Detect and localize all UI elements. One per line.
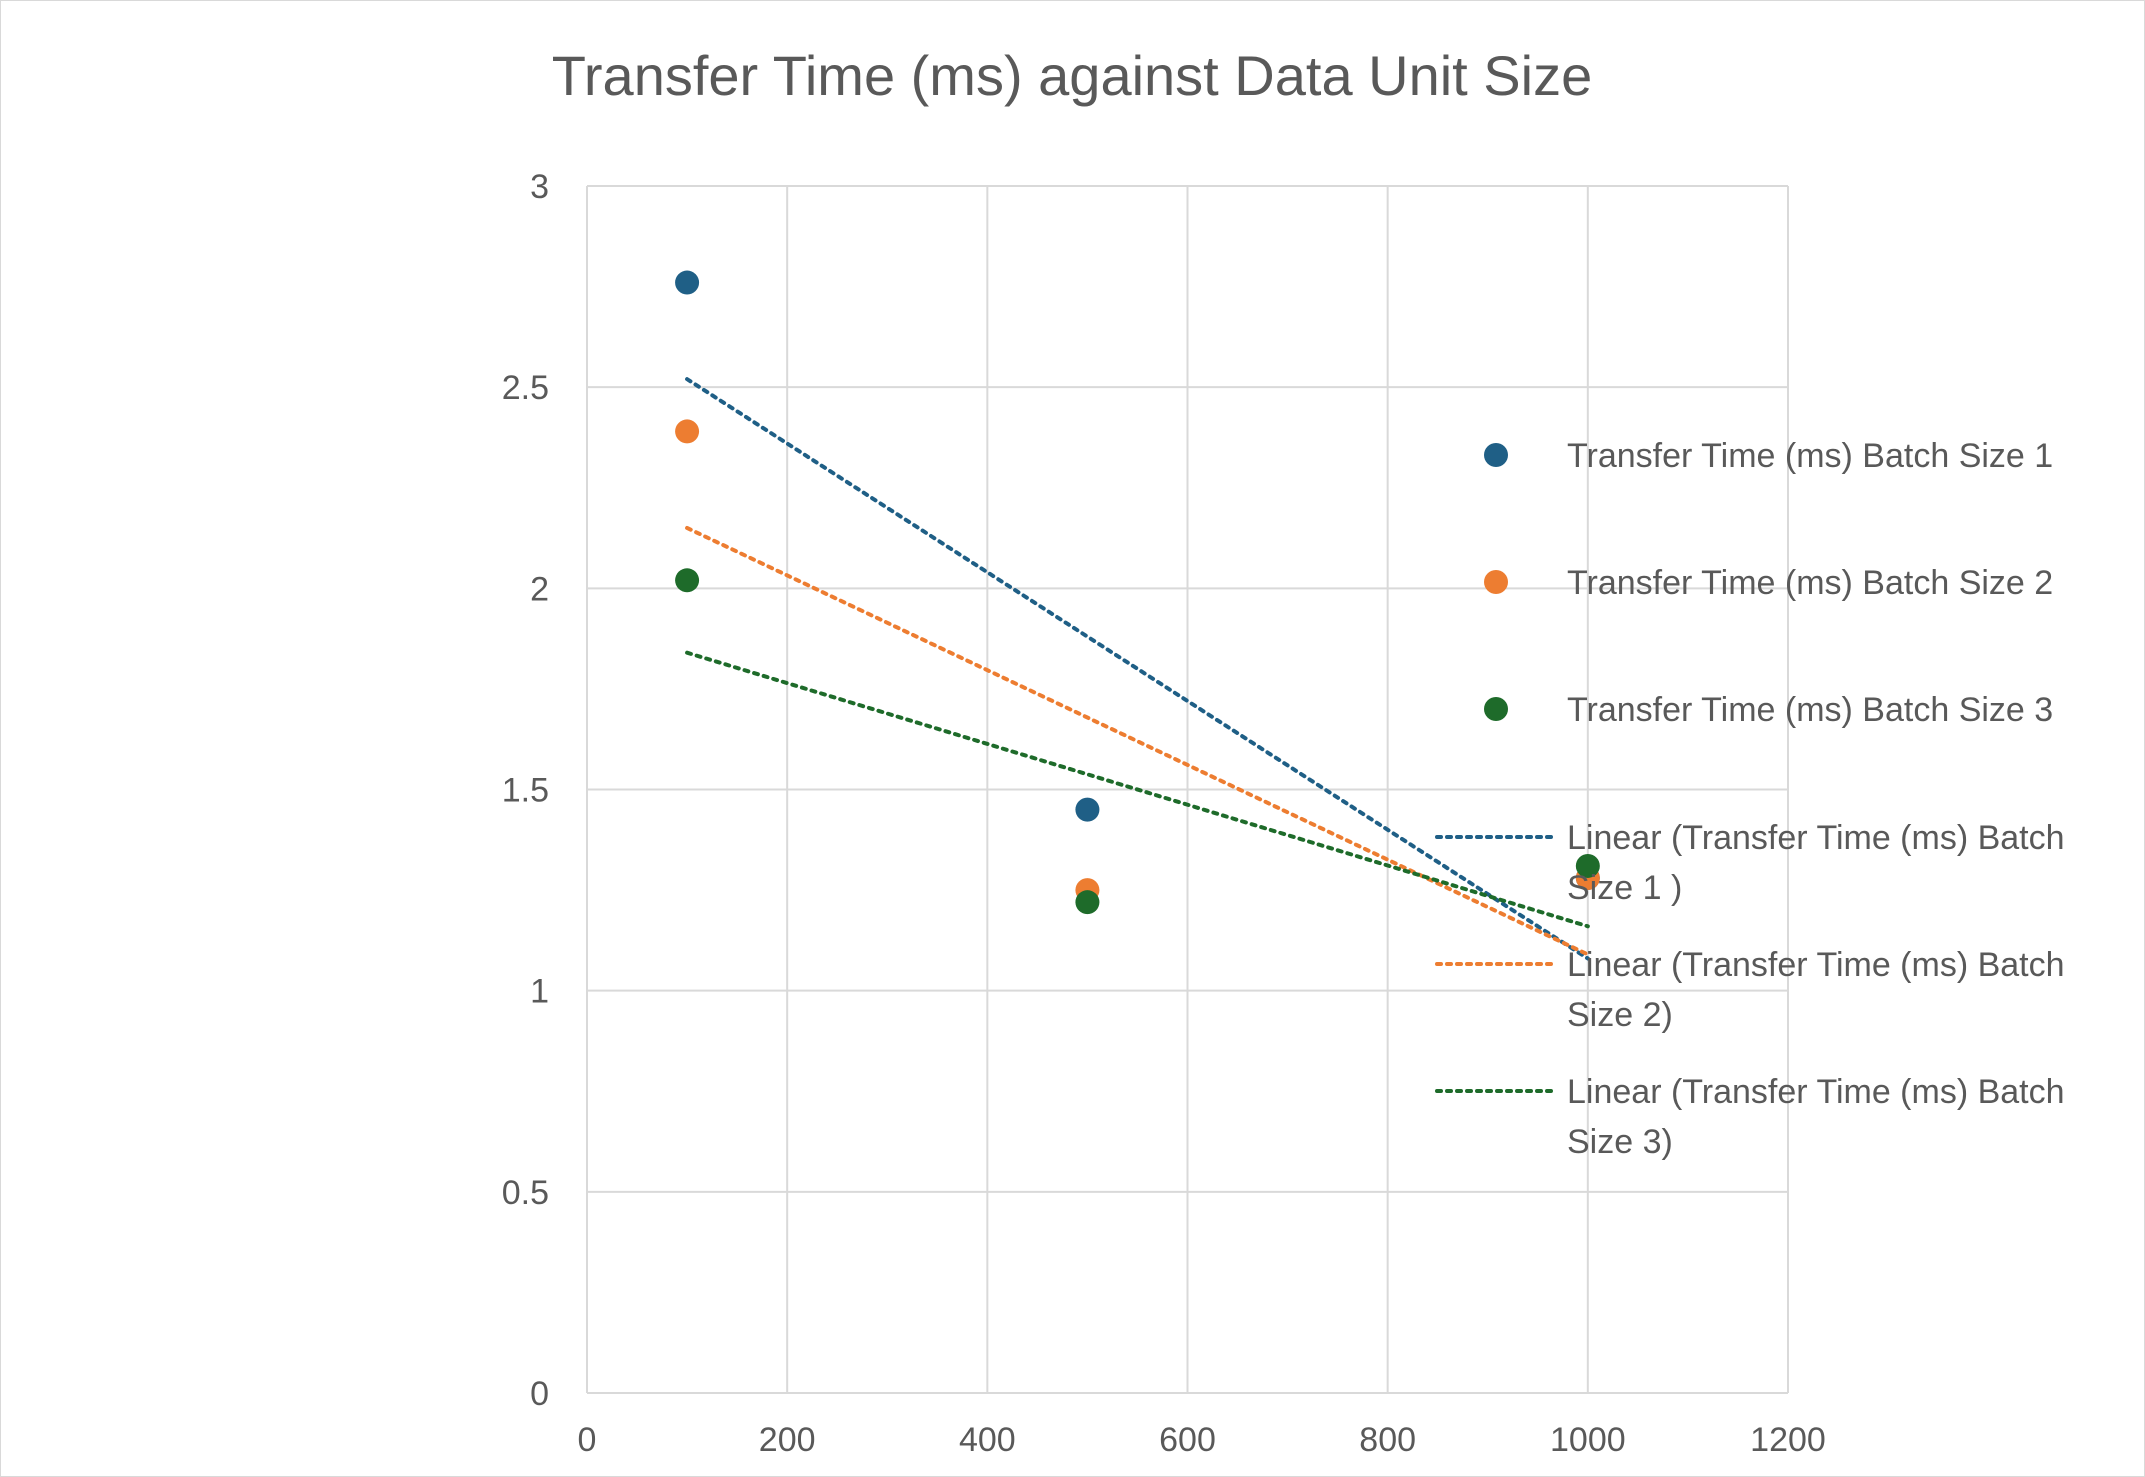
grid <box>586 185 1789 1394</box>
x-tick-label: 0 <box>578 1421 597 1459</box>
data-points <box>675 270 1600 915</box>
y-tick-label: 2.5 <box>502 369 549 407</box>
data-point <box>675 419 700 444</box>
legend-label: Transfer Time (ms) Batch Size 1 <box>1567 437 2053 475</box>
legend-label: Size 2) <box>1567 996 1673 1034</box>
legend-label: Transfer Time (ms) Batch Size 2 <box>1567 564 2053 602</box>
legend-label: Linear (Transfer Time (ms) Batch <box>1567 819 2065 857</box>
data-point <box>675 270 700 295</box>
x-tick-label: 200 <box>759 1421 816 1459</box>
trendline <box>685 650 1590 929</box>
x-tick-label: 400 <box>959 1421 1016 1459</box>
y-tick-label: 3 <box>530 168 549 206</box>
y-tick-label: 0 <box>530 1375 549 1413</box>
trendline <box>685 525 1590 957</box>
data-point <box>1075 797 1100 822</box>
legend-marker <box>1484 443 1508 467</box>
legend: Transfer Time (ms) Batch Size 1 Transfer … <box>1435 437 2065 1161</box>
y-tick-label: 0.5 <box>502 1174 549 1212</box>
legend-label: Transfer Time (ms) Batch Size 3 <box>1567 691 2053 729</box>
x-tick-label: 800 <box>1359 1421 1416 1459</box>
legend-marker <box>1484 570 1508 594</box>
y-tick-label: 1 <box>530 973 549 1011</box>
trendline <box>685 377 1590 961</box>
legend-label: Size 1 ) <box>1567 869 1682 907</box>
data-point <box>1075 890 1100 915</box>
y-tick-label: 2 <box>530 570 549 608</box>
data-point <box>675 568 700 593</box>
chart-title: Transfer Time (ms) against Data Unit Siz… <box>552 44 1592 107</box>
legend-label: Size 3) <box>1567 1123 1673 1161</box>
axis-ticks: 0 200 400 600 800 1000 1200 0 0.5 1 1.5 2 2.5 3 <box>502 168 1826 1459</box>
legend-marker <box>1484 697 1508 721</box>
trendlines <box>685 377 1590 961</box>
y-tick-label: 1.5 <box>502 772 549 810</box>
x-tick-label: 1200 <box>1750 1421 1826 1459</box>
x-tick-label: 600 <box>1159 1421 1216 1459</box>
x-tick-label: 1000 <box>1550 1421 1626 1459</box>
legend-label: Linear (Transfer Time (ms) Batch <box>1567 1073 2065 1111</box>
legend-label: Linear (Transfer Time (ms) Batch <box>1567 946 2065 984</box>
data-point <box>1575 853 1600 878</box>
